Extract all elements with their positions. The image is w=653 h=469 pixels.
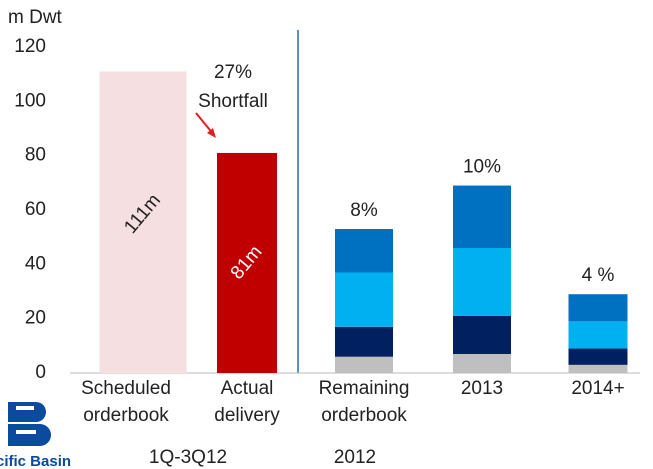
y-tick-label: 0 [35, 362, 46, 383]
y-tick-label: 80 [25, 145, 46, 166]
x-tick-label: 2014+ [571, 378, 624, 399]
x-tick-label: delivery [214, 405, 280, 426]
group-label: 2012 [334, 447, 376, 468]
bar [568, 364, 628, 373]
x-tick-label: Actual [221, 378, 274, 399]
annotation: Shortfall [198, 91, 268, 112]
annotation: 8% [350, 200, 378, 221]
bar [568, 321, 628, 349]
x-tick-label: 2013 [461, 378, 503, 399]
bar [217, 152, 277, 373]
bar [335, 229, 393, 273]
bar [453, 353, 511, 373]
group-label: 1Q-3Q12 [149, 447, 227, 468]
annotation: 4 % [582, 265, 615, 286]
annotation: 27% [214, 62, 252, 83]
y-tick-label: 100 [14, 90, 46, 111]
y-tick-label: 120 [14, 36, 46, 57]
logo-text: cific Basin [0, 453, 71, 469]
x-tick-label: orderbook [83, 405, 169, 426]
x-tick-label: Remaining [319, 378, 410, 399]
y-tick-label: 20 [25, 308, 46, 329]
y-tick-label: 60 [25, 199, 46, 220]
bar [335, 272, 393, 327]
y-axis-label: m Dwt [8, 7, 63, 28]
bar [335, 356, 393, 373]
bar [453, 248, 511, 316]
bar [568, 294, 628, 322]
bar [568, 348, 628, 365]
x-tick-label: Scheduled [81, 378, 171, 399]
bar [335, 326, 393, 357]
bar [453, 315, 511, 354]
y-tick-label: 40 [25, 253, 46, 274]
bar [453, 185, 511, 249]
logo [8, 402, 51, 446]
x-tick-label: orderbook [321, 405, 407, 426]
arrow-head [207, 128, 216, 138]
annotation: 10% [463, 157, 501, 178]
bar [99, 71, 187, 373]
